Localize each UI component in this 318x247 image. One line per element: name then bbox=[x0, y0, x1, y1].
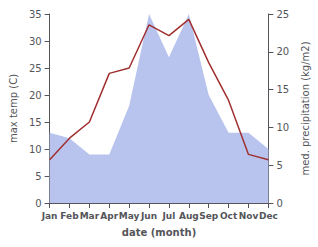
svg-text:30: 30 bbox=[29, 36, 42, 47]
svg-text:Aug: Aug bbox=[179, 211, 199, 221]
svg-text:0: 0 bbox=[276, 198, 282, 209]
svg-text:med. precipitation (kg/m2): med. precipitation (kg/m2) bbox=[300, 41, 311, 175]
svg-text:Jan: Jan bbox=[41, 211, 58, 221]
svg-text:0: 0 bbox=[35, 198, 41, 209]
svg-text:Feb: Feb bbox=[60, 211, 79, 221]
svg-text:25: 25 bbox=[29, 63, 42, 74]
svg-text:Jul: Jul bbox=[162, 211, 176, 221]
svg-text:5: 5 bbox=[276, 160, 282, 171]
svg-text:20: 20 bbox=[29, 90, 42, 101]
svg-text:Mar: Mar bbox=[80, 211, 100, 221]
svg-text:date (month): date (month) bbox=[122, 227, 196, 238]
svg-text:15: 15 bbox=[276, 84, 289, 95]
svg-text:5: 5 bbox=[35, 171, 41, 182]
svg-text:25: 25 bbox=[276, 9, 289, 20]
svg-text:20: 20 bbox=[276, 46, 289, 57]
svg-text:35: 35 bbox=[29, 9, 42, 20]
svg-text:10: 10 bbox=[29, 144, 42, 155]
svg-text:Jun: Jun bbox=[140, 211, 157, 221]
svg-text:Dec: Dec bbox=[259, 211, 278, 221]
svg-text:Sep: Sep bbox=[199, 211, 219, 221]
svg-text:10: 10 bbox=[276, 122, 289, 133]
svg-text:Apr: Apr bbox=[100, 211, 118, 221]
svg-text:Nov: Nov bbox=[239, 211, 259, 221]
svg-text:Oct: Oct bbox=[220, 211, 238, 221]
svg-text:max temp (C): max temp (C) bbox=[8, 74, 19, 143]
svg-text:May: May bbox=[119, 211, 140, 221]
svg-text:15: 15 bbox=[29, 117, 42, 128]
